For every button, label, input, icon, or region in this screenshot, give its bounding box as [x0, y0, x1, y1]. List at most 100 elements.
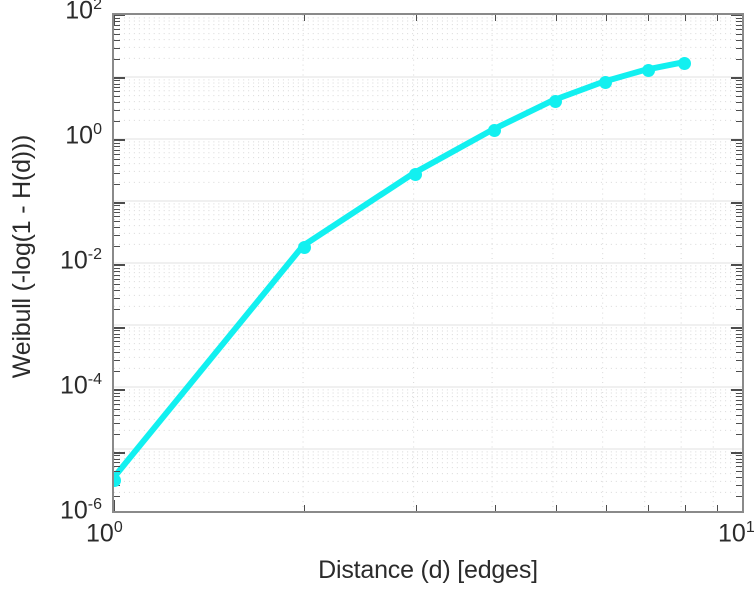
y-tick-label: 102 — [65, 0, 102, 25]
y-tick-minor — [114, 433, 120, 435]
y-tick-minor — [114, 121, 120, 123]
y-tick-minor — [736, 212, 742, 214]
y-tick-minor — [736, 102, 742, 104]
x-tick-minor — [717, 15, 719, 21]
y-tick-minor — [736, 462, 742, 464]
y-tick-minor — [114, 352, 120, 354]
y-tick-minor — [114, 274, 120, 276]
y-tick-minor — [114, 158, 120, 160]
x-tick-minor — [605, 15, 607, 21]
y-tick-minor — [736, 267, 742, 269]
y-tick-minor — [736, 392, 742, 394]
x-tick-minor — [555, 505, 557, 511]
y-tick-minor — [114, 414, 120, 416]
y-tick-minor — [114, 208, 120, 210]
y-tick-minor — [114, 289, 120, 291]
y-tick-minor — [114, 146, 120, 148]
data-point-marker — [599, 76, 613, 90]
data-point-marker — [678, 56, 692, 70]
y-tick-minor — [736, 47, 742, 49]
y-tick-minor — [114, 172, 120, 174]
y-tick-minor — [736, 91, 742, 93]
y-tick-minor — [736, 433, 742, 435]
y-tick-minor — [736, 422, 742, 424]
y-tick-minor — [736, 87, 742, 89]
y-tick-minor — [736, 341, 742, 343]
y-tick-minor — [114, 371, 120, 373]
x-tick-minor — [684, 505, 686, 511]
y-tick-minor — [114, 142, 120, 144]
y-tick-minor — [114, 216, 120, 218]
y-tick-minor — [736, 477, 742, 479]
y-tick-minor — [114, 102, 120, 104]
y-tick-minor — [736, 408, 742, 410]
y-tick-minor — [736, 399, 742, 401]
y-tick-minor — [736, 39, 742, 41]
x-tick-minor — [648, 15, 650, 21]
y-tick-minor — [736, 146, 742, 148]
y-tick-minor — [114, 83, 120, 85]
y-tick-minor — [114, 455, 120, 457]
y-tick-major — [731, 76, 742, 79]
y-tick-minor — [114, 360, 120, 362]
y-tick-minor — [736, 172, 742, 174]
x-tick-minor — [415, 15, 417, 21]
y-tick-minor — [114, 87, 120, 89]
y-tick-minor — [736, 33, 742, 35]
y-tick-minor — [114, 212, 120, 214]
y-tick-label: 10-4 — [59, 371, 102, 400]
x-tick-label: 101 — [718, 519, 755, 548]
y-tick-minor — [114, 110, 120, 112]
y-tick-minor — [736, 496, 742, 498]
y-tick-minor — [114, 330, 120, 332]
x-tick-minor — [494, 505, 496, 511]
y-tick-minor — [736, 221, 742, 223]
y-tick-minor — [114, 333, 120, 335]
x-tick-label: 100 — [86, 519, 123, 548]
y-tick-minor — [114, 408, 120, 410]
y-tick-minor — [736, 183, 742, 185]
y-tick-minor — [736, 83, 742, 85]
y-tick-minor — [114, 96, 120, 98]
y-tick-minor — [736, 274, 742, 276]
y-tick-label: 10-2 — [59, 246, 102, 275]
grid-layer — [114, 15, 742, 511]
y-tick-minor — [736, 346, 742, 348]
y-tick-minor — [736, 485, 742, 487]
y-tick-minor — [114, 337, 120, 339]
y-tick-minor — [114, 58, 120, 60]
y-tick-minor — [736, 330, 742, 332]
y-tick-major — [114, 451, 125, 454]
y-tick-minor — [114, 221, 120, 223]
y-tick-minor — [114, 33, 120, 35]
y-tick-minor — [114, 28, 120, 30]
x-tick-minor — [717, 505, 719, 511]
y-tick-minor — [736, 28, 742, 30]
data-point-marker — [641, 63, 655, 77]
y-tick-major — [731, 139, 742, 141]
y-tick-minor — [736, 153, 742, 155]
x-axis-title: Distance (d) [edges] — [318, 556, 538, 584]
y-tick-minor — [736, 333, 742, 335]
y-tick-major — [114, 326, 125, 329]
data-point-marker — [488, 124, 501, 138]
y-tick-minor — [736, 227, 742, 229]
plot-area — [112, 13, 744, 513]
y-tick-minor — [736, 110, 742, 112]
y-tick-major — [731, 451, 742, 454]
y-tick-minor — [736, 471, 742, 473]
y-tick-major — [731, 15, 742, 16]
y-tick-minor — [736, 337, 742, 339]
y-tick-minor — [114, 21, 120, 23]
y-tick-minor — [736, 308, 742, 310]
y-tick-minor — [736, 235, 742, 237]
y-tick-minor — [736, 297, 742, 299]
x-tick-minor — [494, 15, 496, 21]
y-tick-minor — [114, 183, 120, 185]
y-tick-minor — [114, 471, 120, 473]
y-tick-minor — [736, 80, 742, 82]
x-tick-minor — [304, 15, 306, 21]
y-tick-minor — [114, 227, 120, 229]
y-tick-minor — [114, 392, 120, 394]
